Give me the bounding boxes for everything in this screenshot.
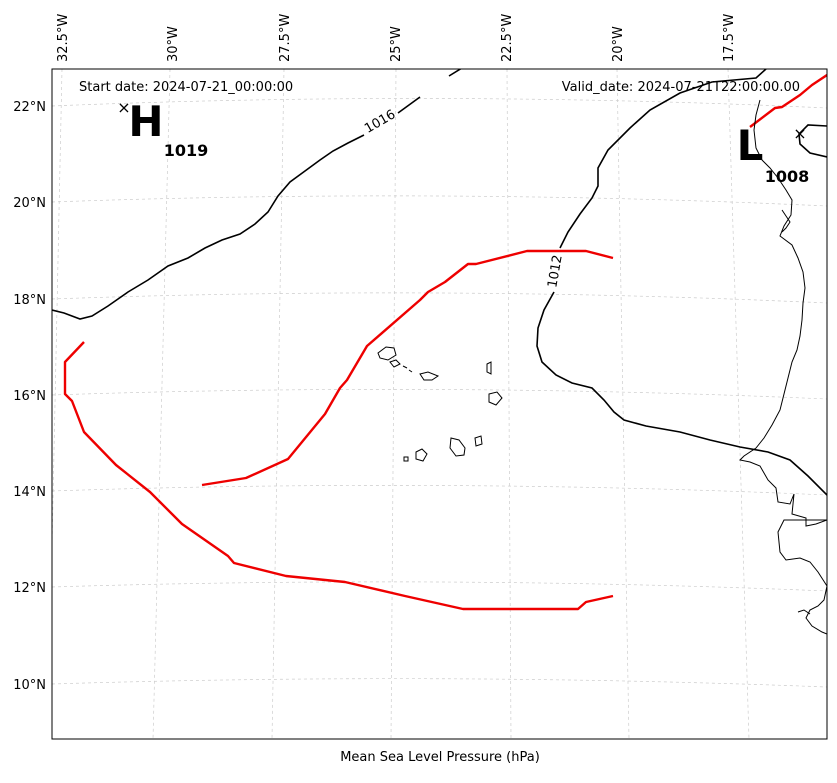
isobar-label-1012: 1012	[545, 254, 566, 289]
lon-tick-label: 25°W	[389, 26, 404, 62]
lat-tick-label: 10°N	[13, 678, 46, 693]
island	[403, 456, 409, 462]
lon-tick-label: 27.5°W	[278, 14, 293, 62]
lat-tick-labels: 22°N 20°N 18°N 16°N 14°N 12°N 10°N	[13, 100, 46, 693]
lat-tick-label: 18°N	[13, 293, 46, 308]
coastline-africa	[738, 99, 827, 635]
cape-verde-islands	[377, 346, 503, 462]
lat-tick-label: 12°N	[13, 581, 46, 596]
high-letter: H	[128, 97, 163, 146]
island	[449, 437, 466, 457]
isobar-1012	[536, 69, 827, 496]
track-secondary	[201, 249, 614, 487]
valid-date-label: Valid_date: 2024-07-21T22:00:00.00	[562, 80, 800, 95]
lon-tick-label: 17.5°W	[722, 14, 737, 62]
isobar-label-1016: 1016	[362, 107, 398, 137]
lat-tick-label: 16°N	[13, 389, 46, 404]
low-value: 1008	[765, 167, 810, 186]
island	[486, 361, 492, 375]
lon-tick-label: 22.5°W	[500, 14, 515, 62]
island	[389, 359, 401, 368]
low-letter: L	[737, 121, 764, 170]
map-area: 1016 1012 × H 1019 × L 1008 Start date: …	[52, 69, 827, 739]
coastline-detail	[781, 209, 811, 615]
island	[415, 448, 428, 462]
lon-tick-label: 32.5°W	[56, 14, 71, 62]
island	[402, 365, 413, 373]
low-center-marker-icon: ×	[793, 124, 806, 143]
track-northeast	[749, 74, 827, 128]
isobar-low-contour	[798, 124, 827, 158]
lat-tick-label: 14°N	[13, 485, 46, 500]
lon-tick-label: 30°W	[166, 26, 181, 62]
island	[488, 391, 503, 406]
x-axis-label: Mean Sea Level Pressure (hPa)	[340, 750, 540, 765]
gridlines	[52, 69, 827, 739]
track-main	[63, 341, 614, 611]
lat-tick-label: 20°N	[13, 196, 46, 211]
island	[474, 435, 483, 447]
map-frame	[51, 68, 828, 740]
high-pressure-center: × H 1019	[117, 97, 208, 160]
lat-tick-label: 22°N	[13, 100, 46, 115]
high-value: 1019	[164, 141, 209, 160]
lon-tick-label: 20°W	[611, 26, 626, 62]
high-center-marker-icon: ×	[117, 98, 130, 117]
island	[377, 346, 397, 361]
isobar-1016	[52, 69, 462, 320]
lon-tick-labels: 32.5°W 30°W 27.5°W 25°W 22.5°W 20°W 17.5…	[56, 14, 737, 62]
low-pressure-center: × L 1008	[737, 121, 810, 186]
island	[419, 371, 440, 381]
start-date-label: Start date: 2024-07-21_00:00:00	[79, 80, 293, 95]
